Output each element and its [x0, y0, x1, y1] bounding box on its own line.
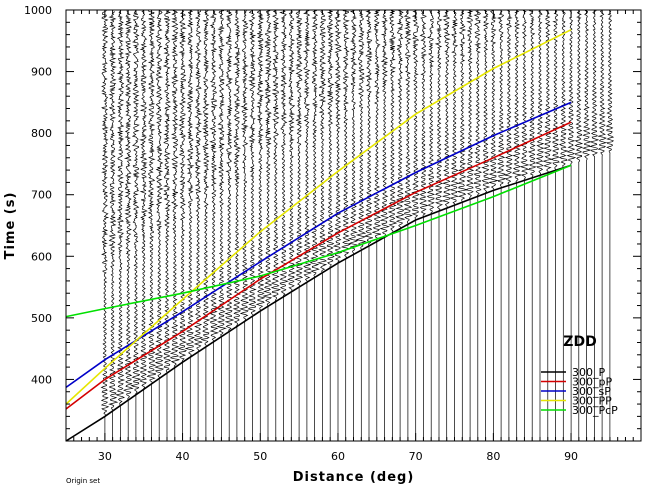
- station-label: ZDD: [563, 334, 596, 350]
- seismogram-trace: [224, 10, 235, 441]
- legend-label: 300_PcP: [572, 404, 618, 417]
- seismogram-trace: [464, 10, 475, 441]
- seismogram-trace: [605, 10, 615, 441]
- x-tick-label: 70: [409, 450, 423, 463]
- curve-300_pcp: [65, 164, 572, 318]
- seismogram-trace: [108, 11, 119, 441]
- legend-label: 300_sP: [572, 385, 611, 398]
- footnote: Origin set: [66, 477, 100, 485]
- seismogram-trace: [481, 10, 491, 441]
- seismogram-trace: [395, 10, 405, 441]
- seismogram-trace: [379, 10, 390, 441]
- seismogram-trace: [419, 10, 428, 441]
- y-tick-label: 400: [31, 373, 52, 386]
- y-axis: 400 500 600 700 800 900 1000: [24, 4, 641, 430]
- seismogram-trace: [566, 10, 577, 441]
- seismogram-trace: [239, 10, 249, 441]
- x-axis: 30 40 50 60 70 80 90: [65, 10, 642, 463]
- x-tick-label: 90: [564, 450, 578, 463]
- seismogram-trace: [255, 10, 266, 441]
- seismogram-trace: [209, 10, 220, 441]
- seismogram-trace: [154, 10, 164, 441]
- seismogram-trace: [162, 10, 172, 441]
- x-tick-label: 80: [486, 450, 500, 463]
- y-tick-label: 500: [31, 312, 52, 325]
- seismogram-trace: [216, 10, 227, 441]
- y-tick-label: 700: [31, 189, 52, 202]
- seismogram-trace: [146, 10, 156, 441]
- seismogram-trace: [387, 10, 398, 441]
- seismogram-trace: [512, 10, 522, 441]
- seismogram-trace: [504, 10, 514, 441]
- y-axis-title: Time (s): [3, 192, 18, 260]
- x-tick-label: 60: [331, 450, 345, 463]
- seismogram-trace: [184, 10, 196, 441]
- curve-300_pp: [65, 28, 572, 405]
- curve-300_pp: [65, 121, 572, 410]
- seismogram-trace: [201, 10, 211, 441]
- seismogram-trace: [550, 10, 560, 441]
- legend-label: 300_P: [572, 366, 605, 379]
- x-tick-label: 50: [253, 450, 267, 463]
- seismogram-trace: [520, 10, 530, 441]
- seismogram-trace: [287, 10, 296, 441]
- seismogram-trace: [582, 10, 592, 441]
- seismogram-trace: [574, 10, 584, 441]
- legend-label: 300_pP: [572, 376, 612, 389]
- seismogram-trace: [542, 10, 553, 441]
- seismogram-traces: [100, 10, 615, 441]
- seismogram-trace: [169, 10, 180, 441]
- seismogram-trace: [434, 10, 444, 441]
- seismogram-trace: [247, 10, 257, 441]
- y-tick-label: 1000: [24, 4, 52, 17]
- seismogram-trace: [326, 10, 335, 441]
- seismogram-trace: [123, 10, 134, 441]
- y-tick-label: 600: [31, 250, 52, 263]
- y-tick-label: 900: [31, 66, 52, 79]
- seismogram-trace: [496, 10, 506, 441]
- seismogram-trace: [309, 10, 320, 441]
- curve-300_p: [65, 164, 572, 442]
- seismogram-trace: [456, 10, 468, 441]
- travel-time-curves: [65, 28, 572, 442]
- seismogram-trace: [279, 10, 289, 441]
- x-tick-label: 40: [176, 450, 190, 463]
- seismogram-trace: [316, 10, 328, 441]
- seismogram-trace: [588, 10, 600, 441]
- seismogram-trace: [193, 10, 203, 441]
- seismogram-trace: [340, 10, 351, 441]
- seismogram-trace: [488, 10, 499, 441]
- seismogram-trace: [371, 10, 382, 441]
- y-tick-label: 800: [31, 127, 52, 140]
- seismogram-trace: [100, 10, 110, 441]
- seismogram-trace: [294, 10, 304, 441]
- seismogram-trace: [364, 10, 373, 441]
- seismogram-trace: [355, 10, 367, 441]
- x-axis-title: Distance (deg): [293, 470, 415, 485]
- seismogram-trace: [177, 10, 187, 441]
- seismogram-trace: [597, 10, 608, 441]
- x-tick-label: 30: [98, 450, 112, 463]
- seismogram-trace: [426, 10, 436, 441]
- seismogram-trace: [441, 10, 451, 441]
- curve-300_sp: [65, 101, 572, 389]
- seismogram-trace: [332, 10, 343, 441]
- legend-label: 300_PP: [572, 395, 612, 408]
- seismogram-trace: [139, 10, 148, 441]
- seismogram-trace: [534, 10, 545, 441]
- seismogram-trace: [130, 10, 142, 441]
- seismogram-trace: [270, 10, 281, 441]
- seismogram-trace: [449, 10, 460, 441]
- seismogram-trace: [473, 10, 483, 441]
- seismogram-trace: [115, 10, 126, 441]
- seismogram-trace: [527, 10, 536, 441]
- seismogram-trace: [558, 10, 569, 441]
- seismogram-trace: [302, 10, 312, 441]
- seismogram-trace: [403, 10, 413, 441]
- seismogram-trace: [232, 10, 242, 441]
